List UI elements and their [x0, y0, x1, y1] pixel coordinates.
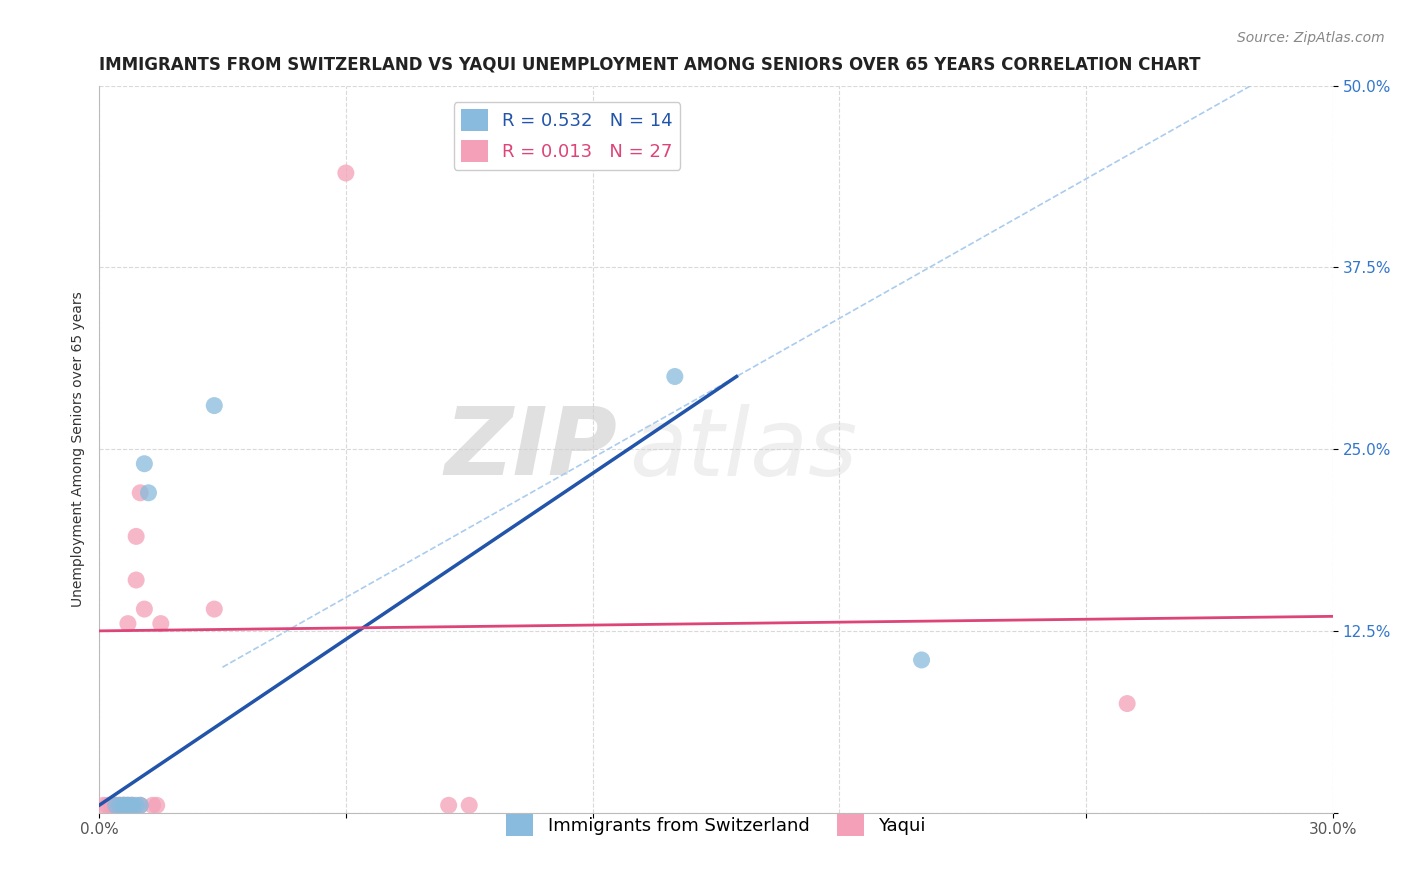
Text: IMMIGRANTS FROM SWITZERLAND VS YAQUI UNEMPLOYMENT AMONG SENIORS OVER 65 YEARS CO: IMMIGRANTS FROM SWITZERLAND VS YAQUI UNE… [100, 55, 1201, 73]
Point [108, 798, 131, 813]
Y-axis label: Unemployment Among Seniors over 65 years: Unemployment Among Seniors over 65 years [72, 292, 86, 607]
Point [91, 798, 114, 813]
Point [149, 616, 172, 631]
Point [112, 798, 135, 813]
Point [437, 798, 460, 813]
Point [134, 457, 156, 471]
Legend: Immigrants from Switzerland, Yaqui: Immigrants from Switzerland, Yaqui [499, 807, 932, 844]
Point [108, 798, 131, 813]
Point [112, 798, 135, 813]
Text: atlas: atlas [630, 404, 858, 495]
Point [117, 616, 139, 631]
Point [125, 798, 148, 813]
Point [104, 798, 127, 813]
Point [125, 573, 148, 587]
Point [138, 485, 160, 500]
Point [142, 798, 165, 813]
Point [112, 798, 135, 813]
Point [117, 798, 139, 813]
Point [664, 369, 686, 384]
Point [129, 798, 152, 813]
Point [202, 399, 225, 413]
Point [117, 798, 139, 813]
Point [100, 798, 122, 813]
Point [121, 798, 143, 813]
Point [121, 798, 143, 813]
Point [145, 798, 167, 813]
Point [129, 798, 152, 813]
Point [104, 798, 127, 813]
Point [121, 798, 143, 813]
Point [108, 798, 131, 813]
Point [458, 798, 481, 813]
Point [134, 602, 156, 616]
Text: ZIP: ZIP [444, 403, 617, 495]
Point [112, 798, 135, 813]
Point [1116, 697, 1139, 711]
Text: Source: ZipAtlas.com: Source: ZipAtlas.com [1237, 31, 1385, 45]
Point [100, 798, 122, 813]
Point [335, 166, 357, 180]
Point [129, 485, 152, 500]
Point [117, 798, 139, 813]
Point [910, 653, 932, 667]
Point [96, 798, 118, 813]
Point [125, 529, 148, 543]
Point [202, 602, 225, 616]
Point [104, 798, 127, 813]
